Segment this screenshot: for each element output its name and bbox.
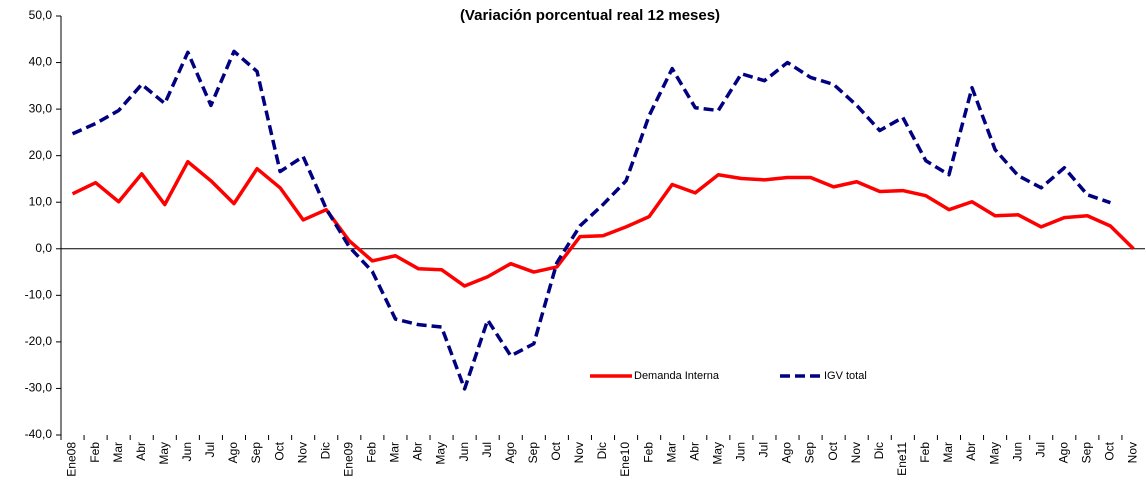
x-tick-label: May bbox=[434, 442, 448, 465]
y-tick-label: -40,0 bbox=[25, 427, 53, 441]
x-tick-label: Sep bbox=[803, 442, 817, 464]
x-tick-label: Oct bbox=[826, 441, 840, 460]
x-tick-label: Mar bbox=[111, 442, 125, 463]
x-tick-label: Mar bbox=[941, 442, 955, 463]
y-tick-label: -10,0 bbox=[25, 288, 53, 302]
x-tick-label: Ene10 bbox=[618, 442, 632, 477]
x-tick-label: Ago bbox=[780, 442, 794, 464]
line-series bbox=[71, 49, 1111, 391]
y-tick-label: 40,0 bbox=[29, 55, 53, 69]
x-tick-label: Jul bbox=[480, 442, 494, 457]
x-tick-label: Jul bbox=[757, 442, 771, 457]
x-tick-label: Sep bbox=[249, 442, 263, 464]
x-tick-label: Nov bbox=[572, 442, 586, 463]
x-tick-label: Ago bbox=[226, 442, 240, 464]
y-tick-label: 50,0 bbox=[29, 8, 53, 22]
x-tick-label: Jul bbox=[1033, 442, 1047, 457]
line-series bbox=[71, 159, 1135, 288]
x-tick-label: Jun bbox=[1010, 442, 1024, 461]
x-tick-label: Mar bbox=[664, 442, 678, 463]
x-tick-label: Nov bbox=[1126, 442, 1140, 463]
y-tick-label: 30,0 bbox=[29, 101, 53, 115]
x-tick-label: Nov bbox=[295, 442, 309, 463]
x-tick-label: Ene11 bbox=[895, 442, 909, 476]
y-tick-label: 20,0 bbox=[29, 148, 53, 162]
x-tick-label: Abr bbox=[411, 442, 425, 461]
x-tick-label: May bbox=[157, 442, 171, 465]
y-tick-label: -30,0 bbox=[25, 381, 53, 395]
x-tick-label: May bbox=[987, 442, 1001, 465]
chart-title: (Variación porcentual real 12 meses) bbox=[460, 7, 720, 24]
legend-label: Demanda Interna bbox=[634, 370, 720, 382]
y-tick-label: 10,0 bbox=[29, 194, 53, 208]
x-tick-label: Ago bbox=[1056, 442, 1070, 464]
x-tick-label: Abr bbox=[134, 442, 148, 461]
x-tick-label: Ago bbox=[503, 442, 517, 464]
x-tick-label: Jun bbox=[180, 442, 194, 461]
x-tick-label: Oct bbox=[549, 441, 563, 460]
x-tick-label: Abr bbox=[687, 442, 701, 461]
x-tick-label: Dic bbox=[595, 442, 609, 459]
x-tick-label: Jul bbox=[203, 442, 217, 457]
x-tick-label: Jun bbox=[457, 442, 471, 461]
legend-label: IGV total bbox=[824, 370, 867, 382]
x-tick-label: Feb bbox=[918, 442, 932, 463]
x-tick-label: Ene08 bbox=[65, 442, 79, 477]
y-tick-label: 0,0 bbox=[35, 241, 52, 255]
x-tick-label: Dic bbox=[872, 442, 886, 459]
x-tick-label: Feb bbox=[641, 442, 655, 463]
x-tick-label: Oct bbox=[272, 441, 286, 460]
y-tick-label: -20,0 bbox=[25, 334, 53, 348]
x-tick-label: Dic bbox=[318, 442, 332, 459]
x-tick-label: Oct bbox=[1103, 441, 1117, 460]
x-tick-label: Abr bbox=[964, 442, 978, 461]
x-tick-label: Ene09 bbox=[341, 442, 355, 477]
x-tick-label: Sep bbox=[1080, 442, 1094, 464]
x-tick-label: Nov bbox=[849, 442, 863, 463]
x-tick-label: Jun bbox=[734, 442, 748, 461]
x-tick-label: Sep bbox=[526, 442, 540, 464]
x-tick-label: May bbox=[710, 442, 724, 465]
x-tick-label: Feb bbox=[365, 442, 379, 463]
x-tick-label: Mar bbox=[388, 442, 402, 463]
x-tick-label: Feb bbox=[88, 442, 102, 463]
